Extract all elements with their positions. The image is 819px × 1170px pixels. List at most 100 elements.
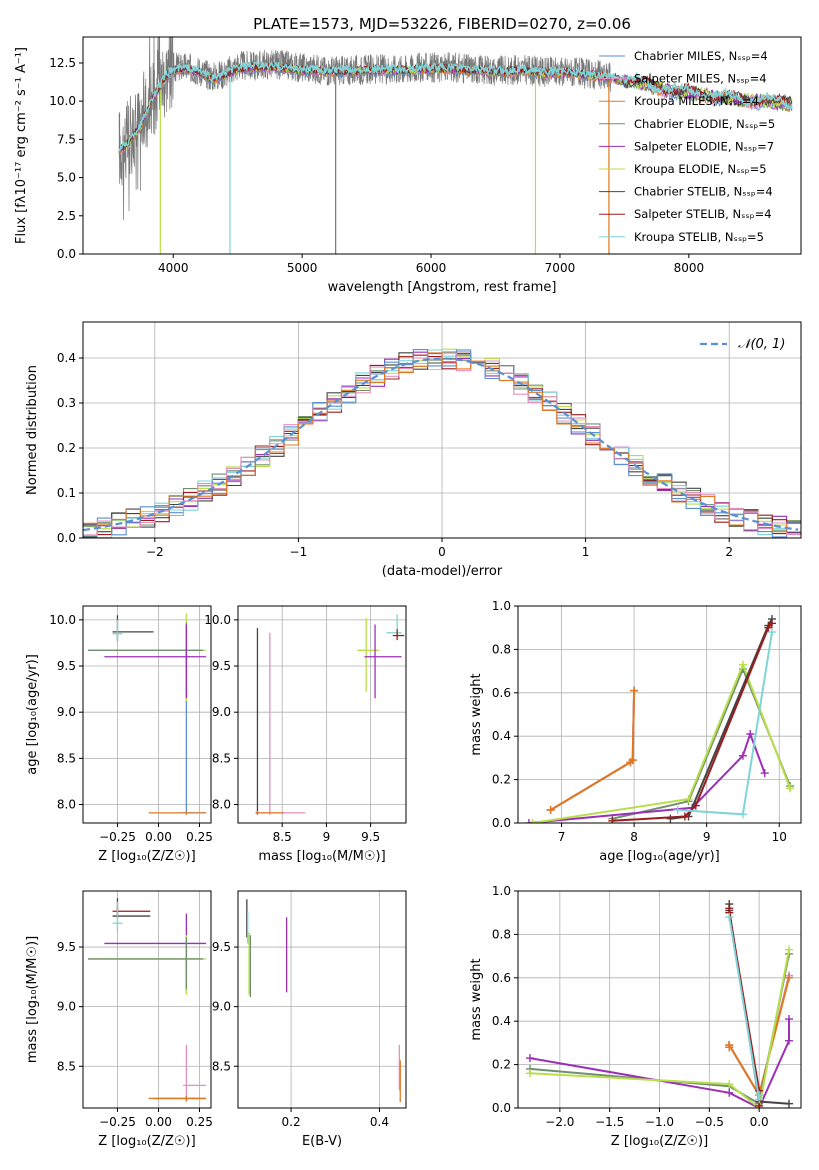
weight-marker [525, 1054, 534, 1063]
panel-mass-vs-EBV: 0.2 0.4 8.5 9.0 9.5 E(B-V) [212, 890, 407, 1149]
x-tick-label: −1.5 [595, 1115, 624, 1129]
y-tick-label: 9.0 [57, 705, 76, 719]
weight-series-8 [673, 628, 776, 819]
y-tick-label: 0.0 [492, 816, 511, 830]
y-tick-label: 0.1 [57, 486, 76, 500]
y-tick-label: 8.5 [57, 1059, 76, 1073]
y-tick-label: 8.0 [212, 798, 231, 812]
x-tick-label: 0.25 [186, 830, 213, 844]
x-tick-label: 10 [772, 830, 787, 844]
errorbar-series-4 [104, 913, 207, 992]
plot-area [524, 615, 795, 823]
weight-marker [746, 730, 755, 739]
legend-entry: Kroupa MILES, Nₛₛₚ=4 [634, 94, 759, 108]
weight-marker [725, 1041, 734, 1050]
weight-marker [785, 1015, 794, 1024]
plot-area [87, 613, 207, 815]
errorbar-series-3 [87, 622, 203, 697]
y-tick-label: 5.0 [57, 171, 76, 185]
weight-series-0 [546, 686, 639, 814]
y-axis-label: Flux [fλ10⁻¹⁷ erg cm⁻² s⁻¹ A⁻¹] [14, 47, 29, 244]
legend-entry: Salpeter MILES, Nₛₛₚ=4 [634, 72, 767, 86]
weight-series-7 [608, 619, 776, 823]
weight-line [528, 731, 766, 823]
weight-line [550, 690, 636, 811]
x-tick-label: −0.25 [99, 1115, 136, 1129]
y-tick-label: 9.5 [57, 659, 76, 673]
errorbar-series-6 [255, 628, 260, 815]
observed-spectrum [118, 37, 612, 221]
weight-marker [725, 1088, 734, 1097]
y-tick-label: 0.0 [57, 247, 76, 261]
y-tick-label: 1.0 [492, 599, 511, 613]
y-tick-label: 9.0 [212, 1000, 231, 1014]
weight-series-5 [525, 945, 794, 1108]
y-tick-label: 9.5 [212, 659, 231, 673]
y-tick-label: 2.5 [57, 209, 76, 223]
weight-marker [608, 816, 617, 823]
weight-line [550, 690, 636, 811]
weight-marker [738, 660, 747, 669]
legend-entry: Chabrier MILES, Nₛₛₚ=4 [634, 49, 768, 63]
errorbar-series-1 [256, 632, 306, 815]
y-tick-label: 8.5 [212, 1059, 231, 1073]
errorbar-series-8 [386, 614, 402, 638]
normal-reference-curve [83, 357, 799, 532]
x-axis-label: Z [log₁₀(Z/Z☉)] [611, 1134, 708, 1149]
plot-area [83, 348, 801, 538]
weight-marker [738, 751, 747, 760]
weight-line [529, 949, 790, 1108]
y-tick-label: 0.6 [492, 686, 511, 700]
y-tick-label: 0.4 [492, 1014, 511, 1028]
weight-marker [786, 784, 795, 793]
y-tick-label: 10.0 [49, 94, 76, 108]
residual-histogram-8 [83, 352, 801, 533]
panel-spectrum: 4000 5000 6000 7000 8000 0.0 2.5 5.0 7.5 10.0 12.5… [14, 15, 802, 295]
x-tick-label: 0.00 [145, 830, 172, 844]
y-tick-label: 9.0 [57, 1000, 76, 1014]
y-tick-label: 0.4 [492, 729, 511, 743]
weight-line [532, 661, 792, 823]
errorbar-series-7 [392, 629, 405, 641]
x-tick-label: 8 [630, 830, 638, 844]
errorbar-series-8 [112, 619, 123, 642]
y-tick-label: 0.8 [492, 642, 511, 656]
x-tick-label: 9.5 [361, 830, 380, 844]
y-tick-label: 0.8 [492, 927, 511, 941]
axes-frame [517, 605, 802, 824]
y-tick-label: 0.3 [57, 396, 76, 410]
weight-series-2 [546, 686, 639, 814]
weight-marker [680, 812, 689, 821]
weight-marker [525, 1069, 534, 1078]
x-tick-label: −1.0 [645, 1115, 674, 1129]
axes-frame [82, 36, 802, 255]
errorbar-series-3 [87, 937, 203, 989]
weight-marker [785, 945, 794, 954]
weight-series-1 [546, 686, 639, 814]
y-axis-label: mass [log₁₀(M/M☉)] [25, 936, 40, 1063]
y-tick-label: 12.5 [49, 56, 76, 70]
x-axis-label: mass [log₁₀(M/M☉)] [258, 849, 385, 864]
x-tick-label: −2 [146, 545, 164, 559]
y-axis-label: mass weight [469, 673, 484, 755]
y-axis-label: mass weight [469, 958, 484, 1040]
y-tick-label: 9.5 [57, 940, 76, 954]
x-axis-label: wavelength [Angstrom, rest frame] [328, 280, 557, 295]
x-tick-label: 1 [582, 545, 590, 559]
weight-marker [691, 801, 700, 810]
y-tick-label: 0.0 [57, 531, 76, 545]
plot-area [255, 614, 405, 815]
legend-entry: Salpeter ELODIE, Nₛₛₚ=7 [634, 139, 774, 153]
legend-entry: Chabrier STELIB, Nₛₛₚ=4 [634, 185, 773, 199]
weight-marker [785, 1099, 794, 1108]
y-tick-label: 9.5 [212, 940, 231, 954]
weight-marker [767, 619, 776, 628]
panel-weight-vs-age: 7 8 9 10 0.0 0.2 0.4 0.6 0.8 1.0 age [log₁₀(age/yr… [469, 599, 802, 864]
x-axis-label: Z [log₁₀(Z/Z☉)] [98, 849, 195, 864]
x-tick-label: 0 [438, 545, 446, 559]
weight-line [550, 690, 636, 811]
x-tick-label: 7 [558, 830, 566, 844]
y-tick-label: 0.0 [492, 1101, 511, 1115]
x-tick-label: −0.25 [99, 830, 136, 844]
weight-marker [630, 686, 639, 695]
